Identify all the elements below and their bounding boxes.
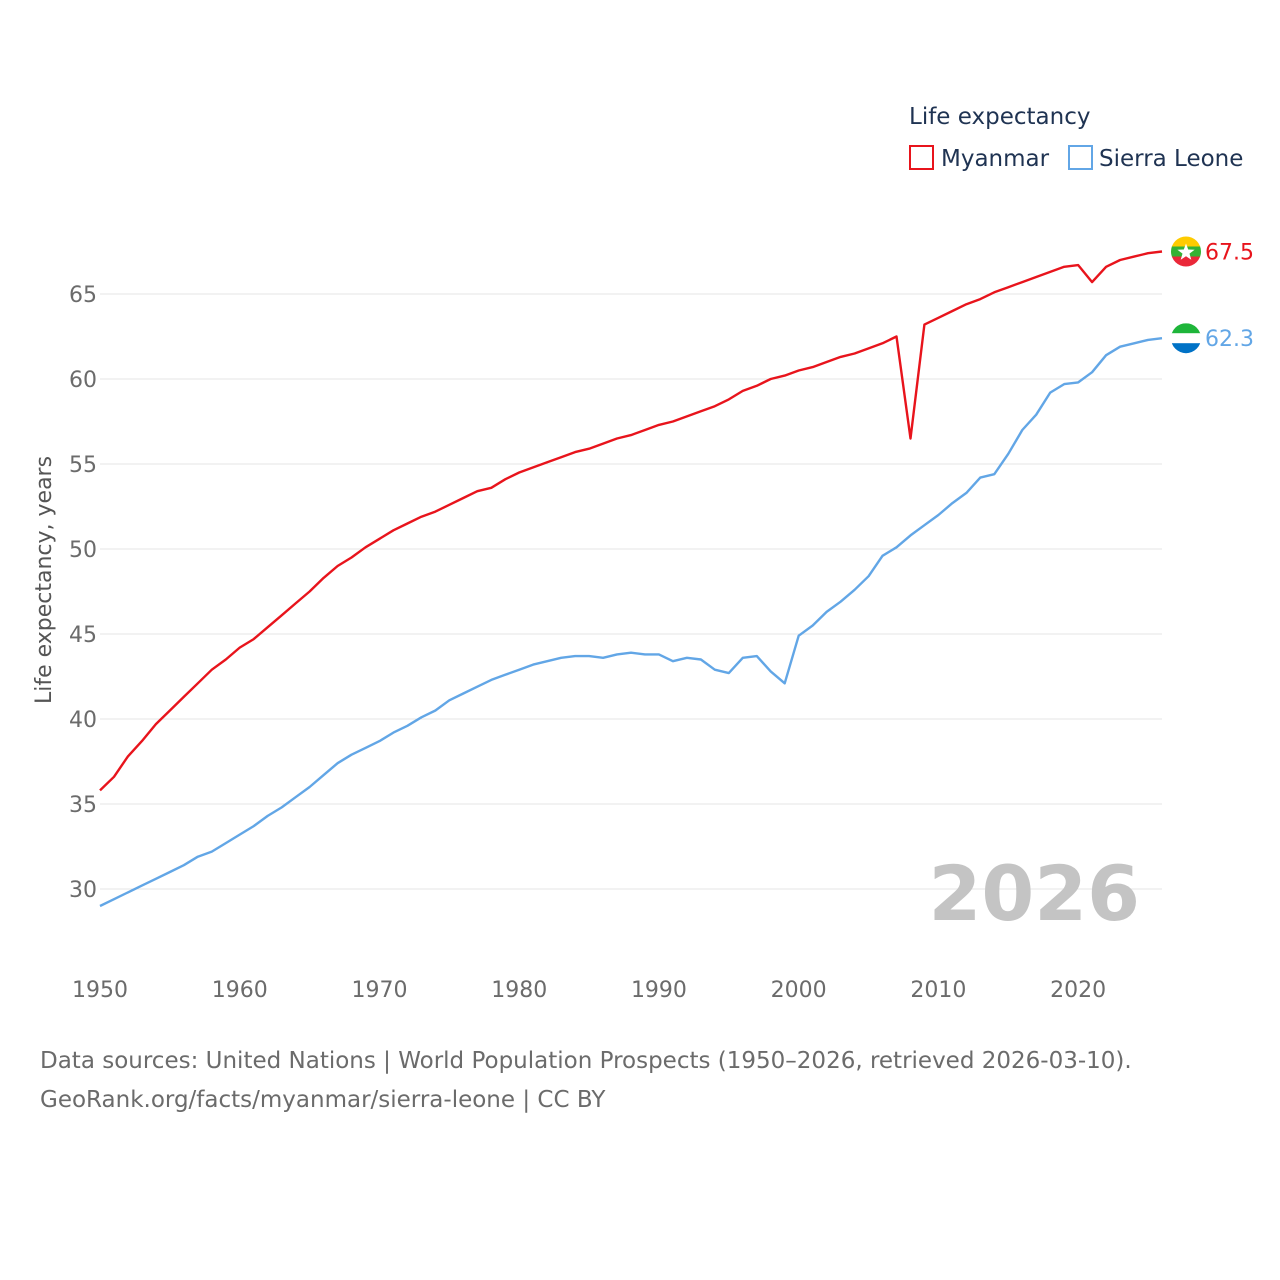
- source-link[interactable]: GeoRank.org/facts/myanmar/sierra-leone |…: [40, 1087, 606, 1113]
- legend: Life expectancy Myanmar Sierra Leone: [909, 104, 1243, 172]
- end-value-label-myanmar: 67.5: [1205, 241, 1254, 266]
- x-tick-label-1980: 1980: [491, 978, 547, 1003]
- year-watermark: 2026: [928, 849, 1140, 938]
- y-tick-label-30: 30: [69, 878, 97, 903]
- series-end-markers: 67.5 62.3: [1171, 236, 1254, 354]
- series-lines: [99, 250, 1163, 908]
- grid-lines: [100, 293, 1162, 890]
- sierra-leone-flag-icon: [1171, 323, 1201, 354]
- x-tick-label-2010: 2010: [910, 978, 966, 1003]
- x-tick-label-2000: 2000: [771, 978, 827, 1003]
- y-tick-label-40: 40: [69, 708, 97, 733]
- legend-swatch-sierra-leone: [1068, 145, 1093, 170]
- legend-label-sierra-leone: Sierra Leone: [1099, 146, 1243, 172]
- x-tick-label-2020: 2020: [1050, 978, 1106, 1003]
- x-tick-label-1990: 1990: [631, 978, 687, 1003]
- x-tick-labels: 1950 1960 1970 1980 1990 2000 2010 2020: [72, 978, 1106, 1003]
- y-tick-labels: 30 35 40 45 50 55 60 65: [69, 283, 97, 903]
- y-tick-label-45: 45: [69, 623, 97, 648]
- y-axis-title: Life expectancy, years: [32, 456, 57, 704]
- legend-swatch-myanmar: [909, 145, 934, 170]
- legend-title: Life expectancy: [909, 104, 1090, 130]
- y-tick-label-55: 55: [69, 453, 97, 478]
- line-chart: Life expectancy Myanmar Sierra Leone Lif…: [32, 104, 1254, 1003]
- data-source-note: Data sources: United Nations | World Pop…: [40, 1048, 1132, 1074]
- y-tick-label-60: 60: [69, 368, 97, 393]
- footer: Data sources: United Nations | World Pop…: [40, 1042, 1132, 1120]
- y-tick-label-65: 65: [69, 283, 97, 308]
- end-value-label-sierra-leone: 62.3: [1205, 327, 1254, 352]
- series-line-sierra-leone: [99, 337, 1163, 908]
- series-line-myanmar: [99, 250, 1163, 792]
- x-tick-label-1960: 1960: [212, 978, 268, 1003]
- legend-label-myanmar: Myanmar: [941, 146, 1050, 172]
- myanmar-flag-icon: [1171, 236, 1201, 267]
- y-tick-label-50: 50: [69, 538, 97, 563]
- x-tick-label-1970: 1970: [351, 978, 407, 1003]
- y-tick-label-35: 35: [69, 793, 97, 818]
- x-tick-label-1950: 1950: [72, 978, 128, 1003]
